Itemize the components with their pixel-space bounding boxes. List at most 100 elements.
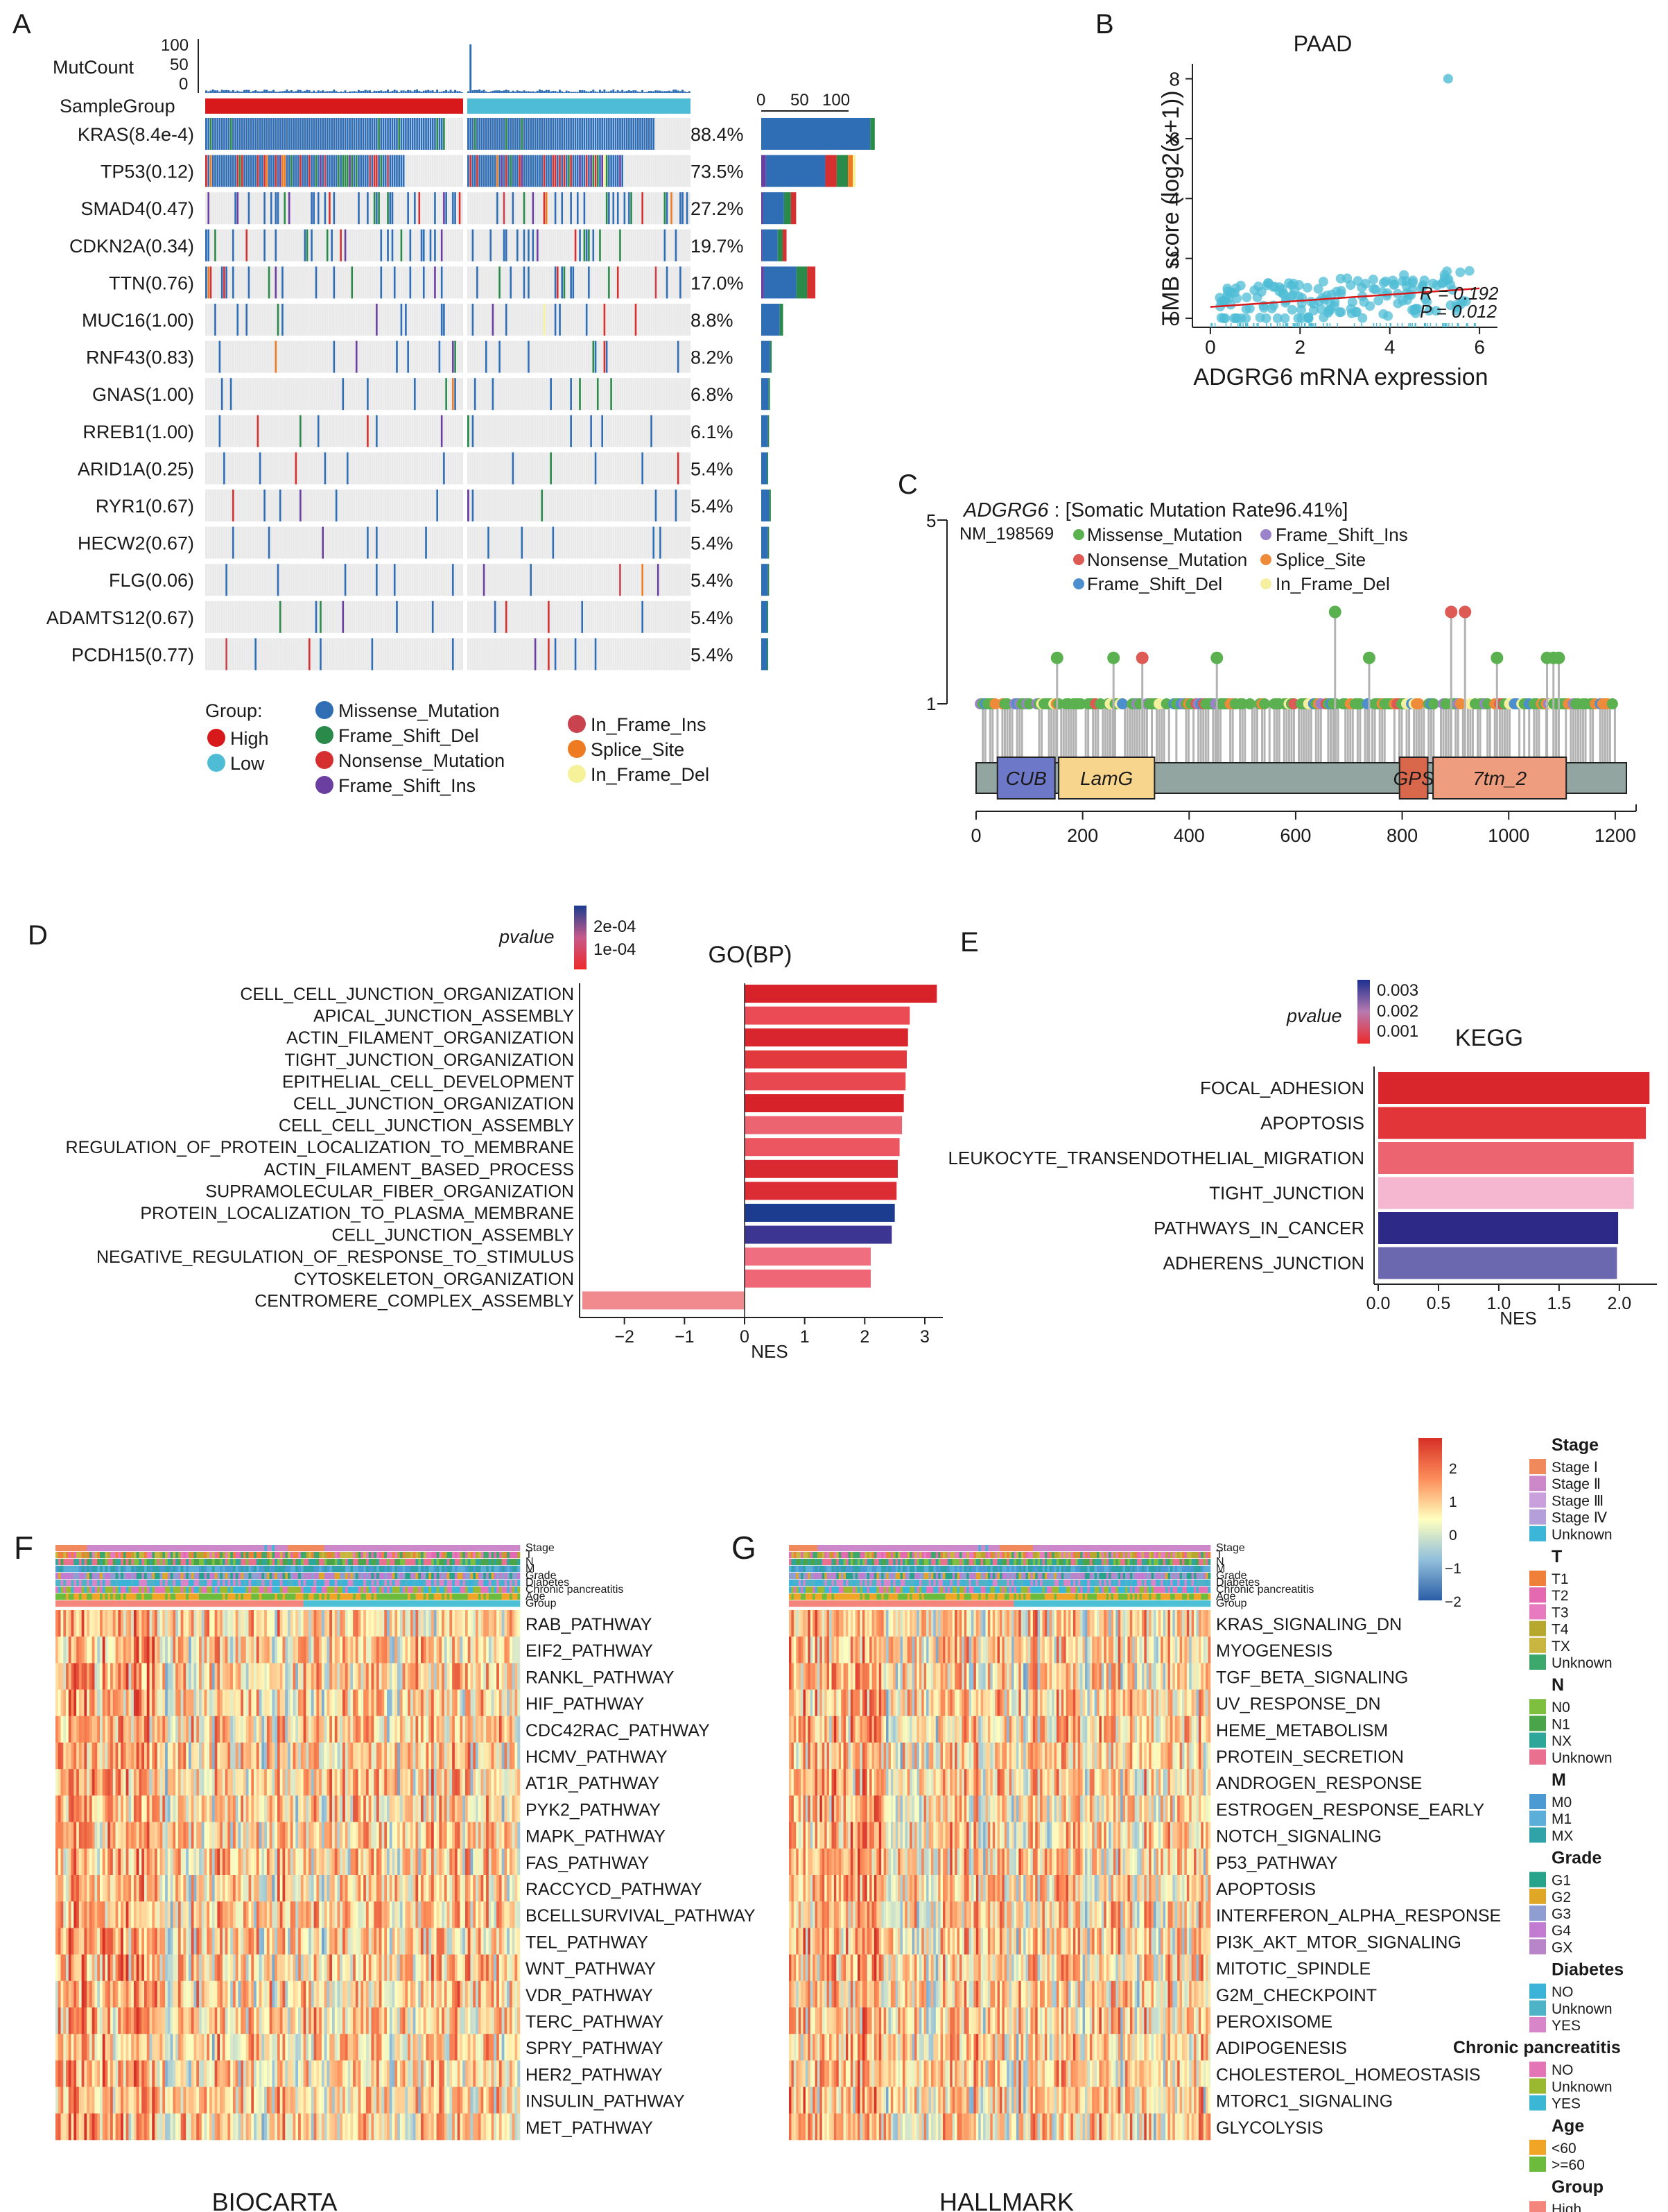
oncoplot-mutation-cell [311,118,313,150]
oncoplot-mutation-cell [356,118,358,150]
oncoplot-mutation-cell [403,155,405,187]
oncoplot-mutation-cell [407,192,409,224]
oncoplot-mutation-cell [681,192,684,224]
oncoplot-mutation-cell [221,378,223,410]
oncoplot-mutation-cell [266,155,268,187]
oncoplot-mutation-cell [236,155,238,187]
mutcount-bar [362,91,364,93]
oncoplot-mutation-cell [322,527,324,559]
oncoplot-mutation-cell [543,192,545,224]
legend-ifins-swatch [568,715,586,733]
oncoplot-mutation-cell [555,118,557,150]
kegg-category-label: LEUKOCYTE_TRANSENDOTHELIAL_MIGRATION [948,1148,1364,1168]
legend-missense-swatch [315,701,333,719]
oncoplot-mutation-cell [601,118,603,150]
oncoplot-mutation-cell [277,155,279,187]
oncoplot-mutation-cell [628,118,630,150]
oncoplot-mutation-cell [557,118,559,150]
oncoplot-mutation-cell [236,118,238,150]
mutcount-bar [353,91,355,93]
mutcount-bar [489,92,492,93]
oncoplot-mutation-cell [523,155,525,187]
oncoplot-gene-label: RREB1(1.00) [82,422,194,442]
mutcount-bar [324,92,326,93]
mutcount-bar [514,92,516,93]
oncoplot-mutation-cell [380,118,382,150]
oncoplot-mutation-cell [454,378,456,410]
mutcount-bar [505,89,507,93]
oncoplot-mutation-cell [654,490,657,521]
oncoplot-mutation-cell [318,118,320,150]
lollipop-legend: Missense_Mutation Frame_Shift_Ins Nonsen… [1073,524,1408,594]
oncoplot-mutation-cell [223,452,225,484]
mutcount-bar [418,91,420,93]
oncoplot-mutation-cell [663,192,666,224]
go-bar [745,1182,896,1200]
oncoplot-mutation-cell [563,118,565,150]
lollipop-dot [1428,698,1439,709]
oncoplot-row-bg [205,527,463,559]
mutcount-bar [358,90,360,93]
oncoplot-mutation-cell [637,118,639,150]
oncoplot-mutation-cell [367,527,369,559]
oncoplot-mutation-cell [619,118,621,150]
oncoplot-mutation-cell [543,118,545,150]
oncoplot-mutation-cell [639,118,641,150]
lollipop-gene: ADGRG6 [962,499,1049,521]
scatter-point [1357,283,1366,293]
oncoplot-mutation-cell [236,192,238,224]
oncoplot-mutation-cell [216,118,218,150]
heatmap-annotation-cell [79,1545,82,1551]
mutcount-bar [563,92,565,93]
oncoplot-mutation-cell [288,192,290,224]
oncoplot-gene-percent: 8.2% [690,347,733,368]
heatmap-annotation-cell [89,1545,92,1551]
oncoplot-mutation-cell [263,118,266,150]
go-xtick-label: −1 [675,1327,695,1347]
oncoplot-mutation-cell [523,230,525,261]
heatmap-annotation-cell [71,1545,74,1551]
mutcount-bar [492,91,494,93]
oncoplot-mutation-cell [275,230,277,261]
scatter-point [1326,305,1335,315]
oncoplot-mutation-cell [205,230,207,261]
oncoplot-mutation-cell [311,230,313,261]
oncoplot-freq-bar-segment [768,527,770,559]
scatter-point [1409,306,1419,316]
oncoplot-mutation-cell [418,192,420,224]
oncoplot-gene-label: GNAS(1.00) [92,384,194,405]
oncoplot-mutation-cell [225,118,227,150]
oncoplot-freq-bar-segment [791,192,797,224]
oncoplot-mutation-cell [409,266,411,298]
oncoplot-mutation-cell [588,118,590,150]
oncoplot-mutation-cell [615,118,617,150]
samplegroup-high-segment [205,98,463,114]
oncoplot-mutation-cell [512,192,514,224]
oncoplot-mutation-cell [371,118,373,150]
oncoplot-mutation-cell [592,230,594,261]
mutcount-bar [434,92,436,93]
oncoplot-mutation-cell [595,452,597,484]
scatter-point [1314,284,1323,294]
mutcount-bar [579,90,581,93]
oncoplot-mutation-cell [552,527,554,559]
oncoplot-mutation-cell [612,155,614,187]
mutcount-bar [661,92,663,93]
oncoplot-mutation-cell [331,230,333,261]
scatter-point [1293,313,1303,323]
oncoplot-mutation-cell [268,118,270,150]
oncoplot-freq-bar-segment [797,266,808,298]
oncoplot-mutation-cell [523,266,525,298]
oncoplot-mutation-cell [561,155,563,187]
mutcount-bar [259,92,261,93]
oncoplot-mutation-cell [507,118,510,150]
mutcount-bar [454,90,456,93]
oncoplot-mutation-cell [659,527,661,559]
oncoplot-mutation-cell [599,155,601,187]
go-bar [745,1007,910,1025]
mutcount-bar [345,90,347,93]
mutcount-bar [272,90,275,93]
oncoplot-mutation-cell [434,192,436,224]
oncoplot-mutation-cell [234,118,236,150]
oncoplot-mutation-cell [427,118,429,150]
